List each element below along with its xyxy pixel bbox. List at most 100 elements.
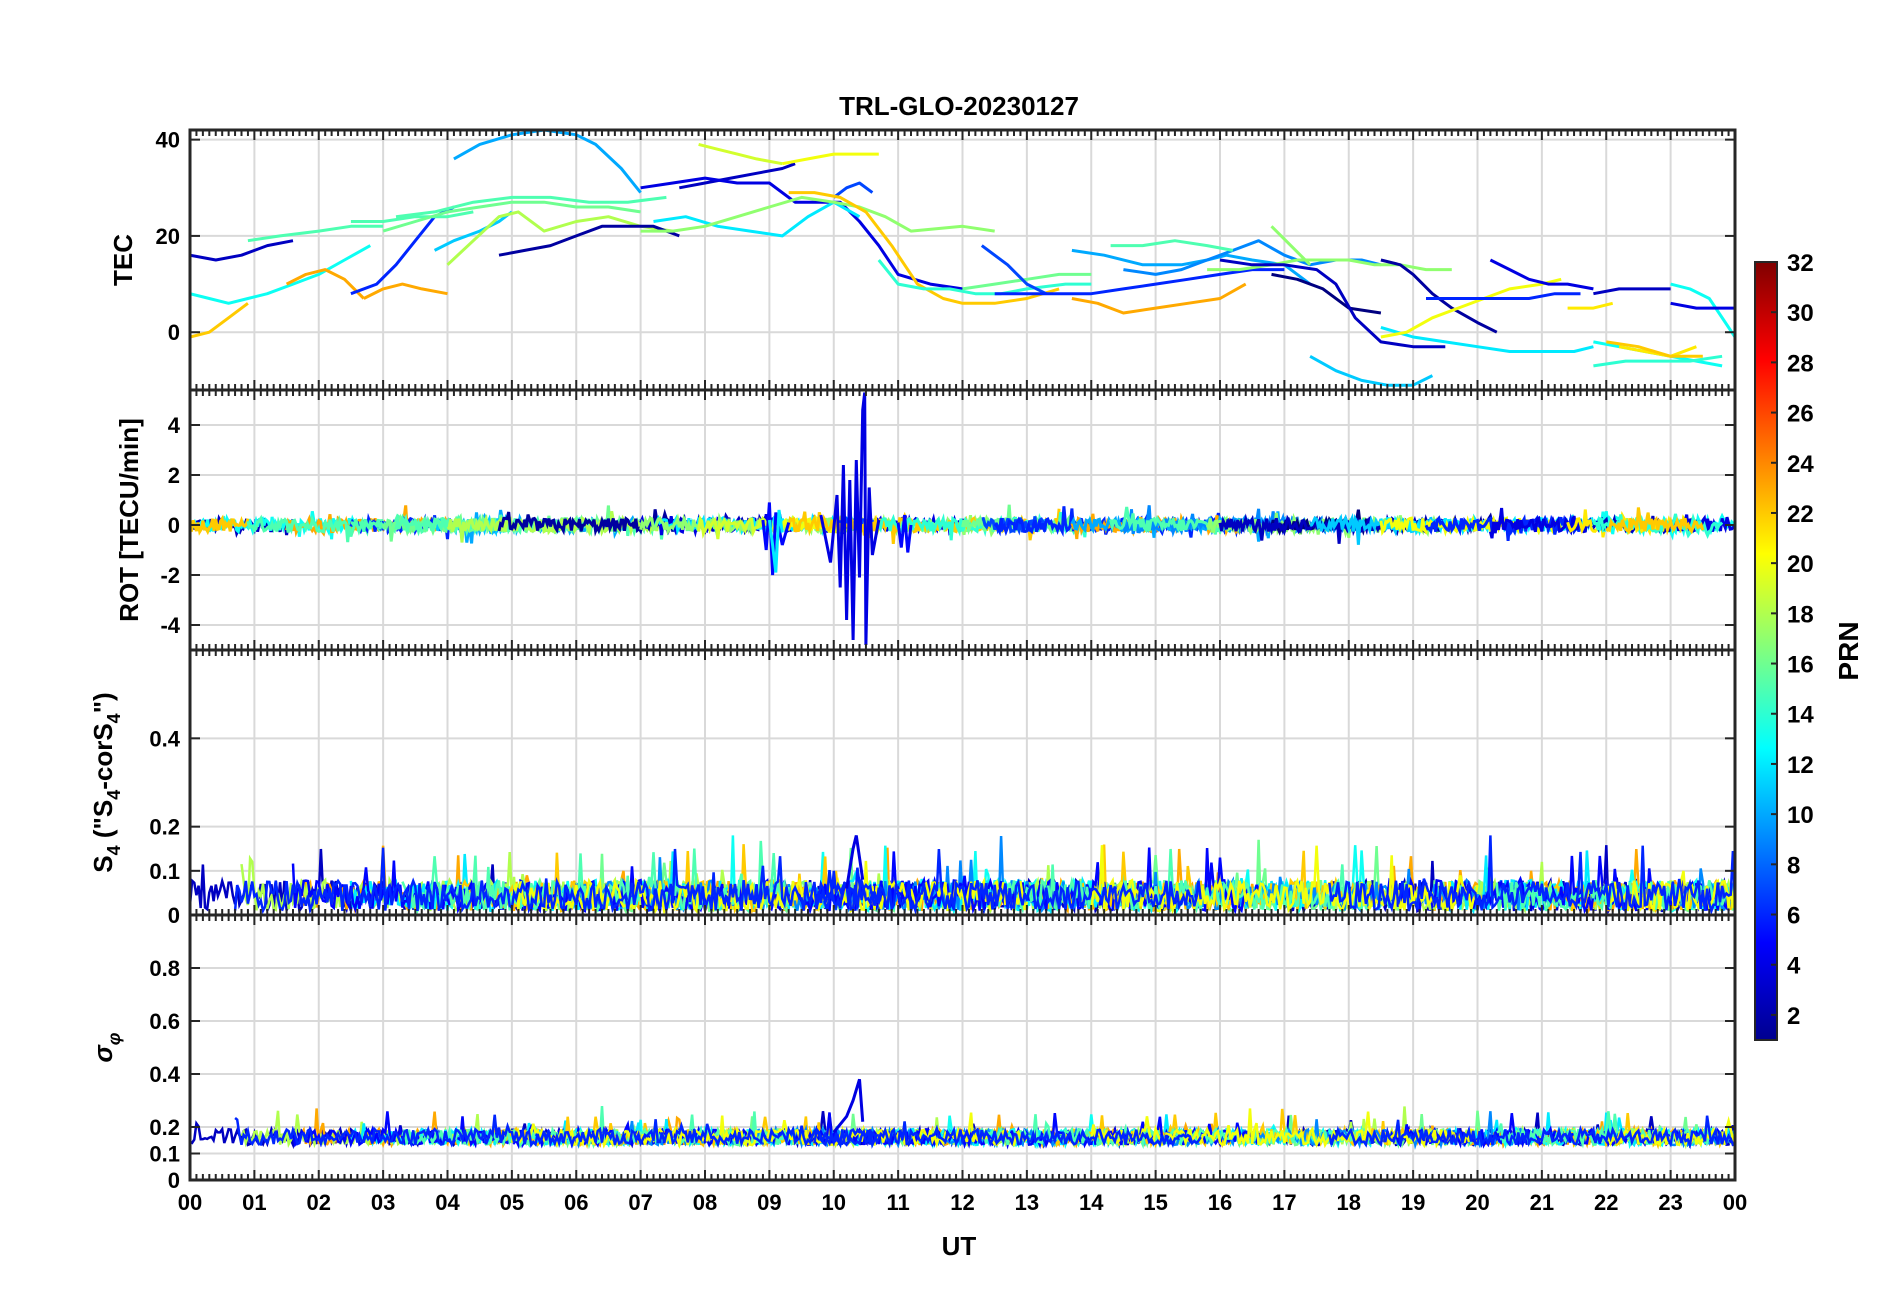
y-tick-label: 0.1: [149, 859, 180, 884]
y-tick-label: 0.2: [149, 1115, 180, 1140]
series-prn-21: [1567, 301, 1614, 310]
series-prn-6: [1426, 292, 1581, 300]
panel-s4: 0 0.1 0.2 0.4 S4 ("S4-corS4"): [88, 648, 1737, 928]
s4-prn-20: [1605, 870, 1735, 912]
rot-prn-7: [981, 516, 1048, 536]
colorbar-tick-label: 6: [1787, 903, 1800, 930]
y-tick-label: 20: [156, 224, 180, 249]
series-prn-13: [1670, 282, 1735, 338]
series-prn-10: [453, 130, 642, 194]
series-prn-16: [382, 200, 641, 233]
rot-spike-prn-5: [761, 502, 791, 576]
series-prn-15: [1110, 239, 1234, 252]
x-tick-label: 21: [1530, 1190, 1554, 1215]
colorbar-tick-label: 16: [1787, 652, 1814, 679]
colorbar-tick-label: 4: [1787, 953, 1801, 980]
series-prn-14: [877, 259, 1092, 296]
colorbar-tick-label: 24: [1787, 451, 1814, 478]
rot-spike-prn-4: [819, 392, 881, 646]
rot-prn-15: [246, 514, 385, 543]
y-tick-label: 0.8: [149, 956, 180, 981]
s4-prn-5: [291, 860, 938, 915]
y-tick-label: 4: [168, 413, 181, 438]
rot-prn-22: [190, 514, 250, 536]
panel-s4-series: [190, 835, 1735, 915]
colorbar-tick-label: 20: [1787, 551, 1814, 578]
colorbar-gradient: [1754, 261, 1778, 1041]
series-prn-22: [190, 302, 249, 339]
series-prn-13: [190, 244, 372, 305]
y-tick-label: -2: [160, 563, 180, 588]
rot-prn-4: [1488, 507, 1595, 539]
colorbar-tick-label: 32: [1787, 250, 1814, 277]
series-prn-23: [285, 268, 365, 300]
series-prn-12: [653, 200, 861, 238]
panel-sigma-series: [190, 1078, 1735, 1150]
y-axis-label: σφ: [88, 1032, 124, 1062]
y-tick-label: 0.1: [149, 1142, 180, 1167]
x-axis-label: UT: [942, 1231, 977, 1261]
x-tick-label: 12: [950, 1190, 974, 1215]
colorbar-tick-label: 8: [1787, 852, 1800, 879]
s4-prn-6: [1328, 835, 1735, 915]
series-prn-15: [247, 224, 384, 243]
chart-title: TRL-GLO-20230127: [839, 91, 1079, 121]
y-tick-label: 0: [168, 513, 180, 538]
series-prn-4: [1670, 301, 1735, 310]
x-tick-label: 17: [1272, 1190, 1296, 1215]
x-tick-label: 14: [1079, 1190, 1104, 1215]
s4-prn-15: [401, 840, 790, 915]
x-tick-label: 13: [1015, 1190, 1039, 1215]
series-prn-23: [1071, 282, 1247, 315]
series-prn-11: [433, 210, 513, 252]
series-prn-14: [1593, 354, 1723, 368]
y-axis-label: S4 ("S4-corS4"): [88, 692, 124, 872]
series-prn-11: [1309, 354, 1434, 387]
y-tick-label: 0.4: [149, 1062, 180, 1087]
series-prn-18: [446, 210, 674, 266]
series-prn-17: [1270, 225, 1312, 266]
x-tick-label: 08: [693, 1190, 717, 1215]
series-prn-19: [698, 142, 783, 166]
s4-prn-6: [233, 847, 881, 915]
y-tick-label: 0: [168, 1168, 180, 1193]
series-prn-2: [1380, 258, 1498, 334]
series-prn-15: [350, 210, 474, 223]
x-tick-label: 01: [242, 1190, 266, 1215]
x-tick-label: 18: [1337, 1190, 1361, 1215]
x-tick-label: 06: [564, 1190, 588, 1215]
sigma-prn-6: [813, 1121, 1202, 1149]
y-tick-label: 0: [168, 903, 180, 928]
x-tick-label: 23: [1658, 1190, 1682, 1215]
series-prn-22: [1606, 340, 1703, 358]
series-prn-3: [1593, 287, 1671, 296]
x-tick-label: 22: [1594, 1190, 1618, 1215]
series-prn-1: [1271, 272, 1382, 315]
series-prn-16: [962, 272, 1092, 291]
x-tick-label: 00: [1723, 1190, 1747, 1215]
colorbar-tick-label: 28: [1787, 350, 1814, 377]
series-prn-6: [994, 268, 1285, 296]
series-prn-4: [1489, 258, 1594, 291]
x-tick-label: 16: [1208, 1190, 1232, 1215]
series-prn-3: [1219, 258, 1446, 349]
colorbar-tick-label: 14: [1787, 702, 1814, 729]
series-prn-15: [395, 195, 667, 219]
series-prn-7: [832, 181, 874, 199]
sigma-prn-6: [234, 1114, 879, 1149]
series-prn-17: [640, 195, 995, 233]
y-tick-label: 0: [168, 320, 180, 345]
s4-peak-prn-4: [845, 835, 865, 889]
panel-rot-series: [190, 392, 1735, 646]
x-tick-label: 05: [500, 1190, 524, 1215]
y-tick-label: 40: [156, 128, 180, 153]
x-tick-label: 19: [1401, 1190, 1425, 1215]
y-tick-label: 0.4: [149, 726, 180, 751]
panel-sigma: 00.10.2 0.4 0.6 0.8 σφ: [88, 913, 1737, 1193]
sigma-prn-6: [1328, 1115, 1735, 1150]
panel-tec-series: [190, 130, 1735, 387]
series-prn-4: [640, 176, 963, 291]
y-axis-label: ROT [TECU/min]: [114, 418, 144, 622]
